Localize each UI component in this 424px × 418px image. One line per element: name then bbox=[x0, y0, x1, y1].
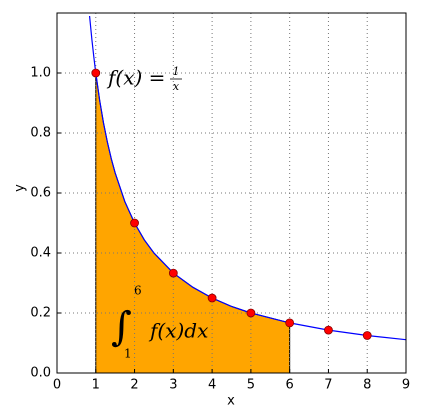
integrand: f(x)dx bbox=[148, 319, 208, 343]
x-tick-label: 8 bbox=[363, 378, 371, 393]
integral-upper: 6 bbox=[134, 284, 142, 298]
y-tick-label: 1.0 bbox=[30, 66, 51, 81]
y-tick-label: 0.4 bbox=[30, 246, 51, 261]
x-tick-label: 0 bbox=[53, 378, 61, 393]
point bbox=[207, 293, 217, 303]
x-tick-label: 5 bbox=[247, 378, 255, 393]
y-tick-label: 0.8 bbox=[30, 126, 51, 141]
y-tick-label: 0.6 bbox=[30, 186, 51, 201]
point bbox=[285, 318, 295, 328]
curve bbox=[88, 15, 406, 341]
plot-frame bbox=[56, 12, 407, 374]
x-tick-label: 2 bbox=[130, 378, 138, 393]
integral-lower: 1 bbox=[124, 347, 132, 361]
point bbox=[362, 331, 372, 340]
y-axis-label: y bbox=[13, 184, 28, 192]
y-tick-label: 0.0 bbox=[30, 366, 51, 381]
point bbox=[324, 325, 333, 335]
x-tick-label: 4 bbox=[208, 378, 216, 393]
point bbox=[91, 68, 101, 78]
x-axis-label: x bbox=[227, 394, 235, 409]
x-tick-label: 7 bbox=[324, 378, 332, 393]
point bbox=[246, 308, 256, 318]
y-tick-label: 0.2 bbox=[30, 306, 51, 321]
fraction-denominator: x bbox=[173, 80, 180, 93]
integral-sign: ∫ bbox=[111, 304, 132, 350]
point bbox=[168, 268, 178, 278]
fraction-numerator: 1 bbox=[173, 65, 180, 78]
legend-formula: f(x) = bbox=[106, 66, 165, 90]
point bbox=[130, 218, 139, 228]
x-tick-label: 3 bbox=[169, 378, 177, 393]
x-tick-label: 9 bbox=[402, 378, 410, 393]
x-tick-label: 1 bbox=[92, 378, 100, 393]
x-tick-label: 6 bbox=[286, 378, 294, 393]
